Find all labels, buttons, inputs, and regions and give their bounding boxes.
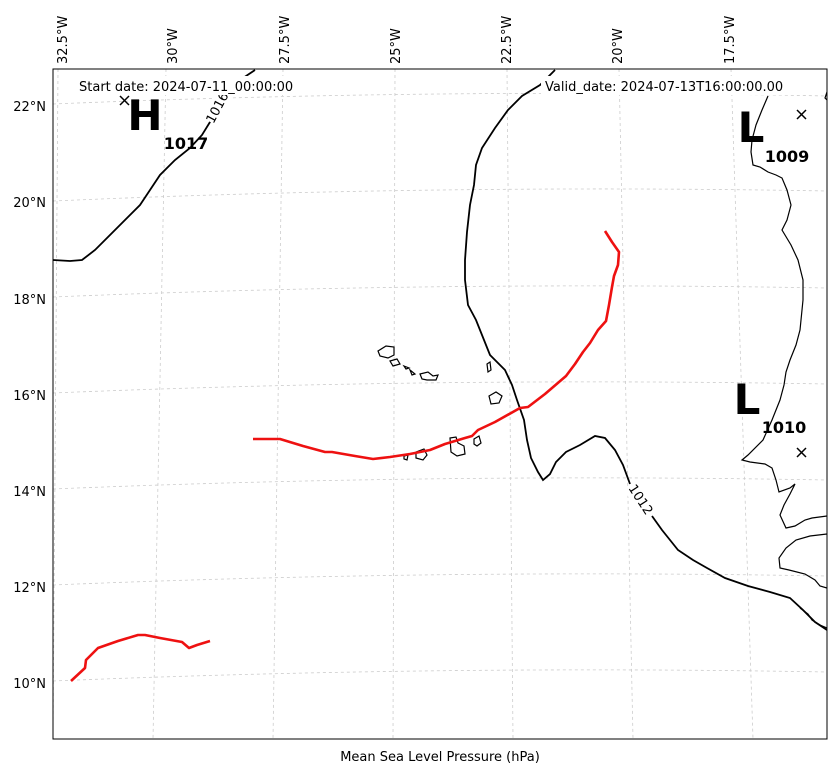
west-africa-coast: [740, 95, 827, 529]
coastlines: [377, 91, 827, 629]
lon-tick-label: 30°W: [166, 28, 181, 64]
isobar-1012-south: [651, 515, 827, 631]
lon-tick-label: 17.5°W: [723, 16, 738, 64]
start-date-label: Start date: 2024-07-11_00:00:00: [79, 80, 293, 95]
storm-track-main: [253, 230, 621, 461]
pressure-center-low-south: L 1010: [734, 375, 807, 458]
lat-tick-label: 14°N: [13, 485, 46, 500]
lon-tick-label: 22.5°W: [500, 16, 515, 64]
contour-label-1012-group: 1012: [624, 481, 657, 518]
isobars: [53, 69, 827, 631]
lat-tick-label: 10°N: [13, 677, 46, 692]
lat-tick-label: 12°N: [13, 581, 46, 596]
lat-tick-label: 18°N: [13, 293, 46, 308]
map-frame: [52, 68, 828, 740]
start-date-background: [76, 76, 314, 95]
map-caption: Mean Sea Level Pressure (hPa): [340, 750, 540, 765]
center-marker-icon: [119, 95, 130, 106]
valid-date-background: [541, 76, 803, 95]
pressure-center-low-north: L 1009: [738, 103, 810, 166]
storm-tracks: [70, 230, 621, 682]
center-marker-icon: [796, 447, 807, 458]
lon-tick-label: 32.5°W: [56, 16, 71, 64]
center-letter: H: [127, 91, 162, 140]
center-letter: L: [734, 375, 761, 424]
pressure-center-high: H 1017: [119, 91, 209, 153]
cape-verde-sal: [486, 360, 492, 374]
isobar-1012: [464, 69, 631, 485]
center-value: 1010: [762, 418, 807, 437]
cape-verde-maio: [473, 435, 482, 447]
cape-verde-santiago: [449, 436, 466, 457]
lon-tick-label: 25°W: [389, 28, 404, 64]
lon-tick-label: 27.5°W: [278, 16, 293, 64]
storm-track-south: [70, 633, 211, 682]
valid-date-label: Valid_date: 2024-07-13T16:00:00.00: [545, 80, 783, 95]
graticule: [53, 69, 827, 739]
cape-verde-sao-nicolau: [402, 364, 417, 376]
cape-verde-santo-antao: [377, 345, 395, 359]
bijagos-coast: [778, 533, 827, 589]
lat-tick-label: 22°N: [13, 100, 46, 115]
latitude-axis: 22°N 20°N 18°N 16°N 14°N 12°N 10°N: [13, 100, 46, 692]
canary-fragment: [824, 91, 827, 101]
cape-verde-boavista: [488, 391, 503, 405]
center-marker-icon: [796, 109, 807, 120]
cape-verde-sal-boavista-west: [419, 371, 439, 381]
cape-verde-fogo: [415, 448, 428, 461]
center-letter: L: [738, 103, 765, 152]
lon-tick-label: 20°W: [611, 28, 626, 64]
center-value: 1017: [164, 134, 209, 153]
longitude-axis: 32.5°W 30°W 27.5°W 25°W 22.5°W 20°W 17.5…: [56, 16, 738, 64]
lat-tick-label: 20°N: [13, 196, 46, 211]
cape-verde-sao-vicente: [389, 358, 401, 367]
center-value: 1009: [765, 147, 810, 166]
lat-tick-label: 16°N: [13, 389, 46, 404]
